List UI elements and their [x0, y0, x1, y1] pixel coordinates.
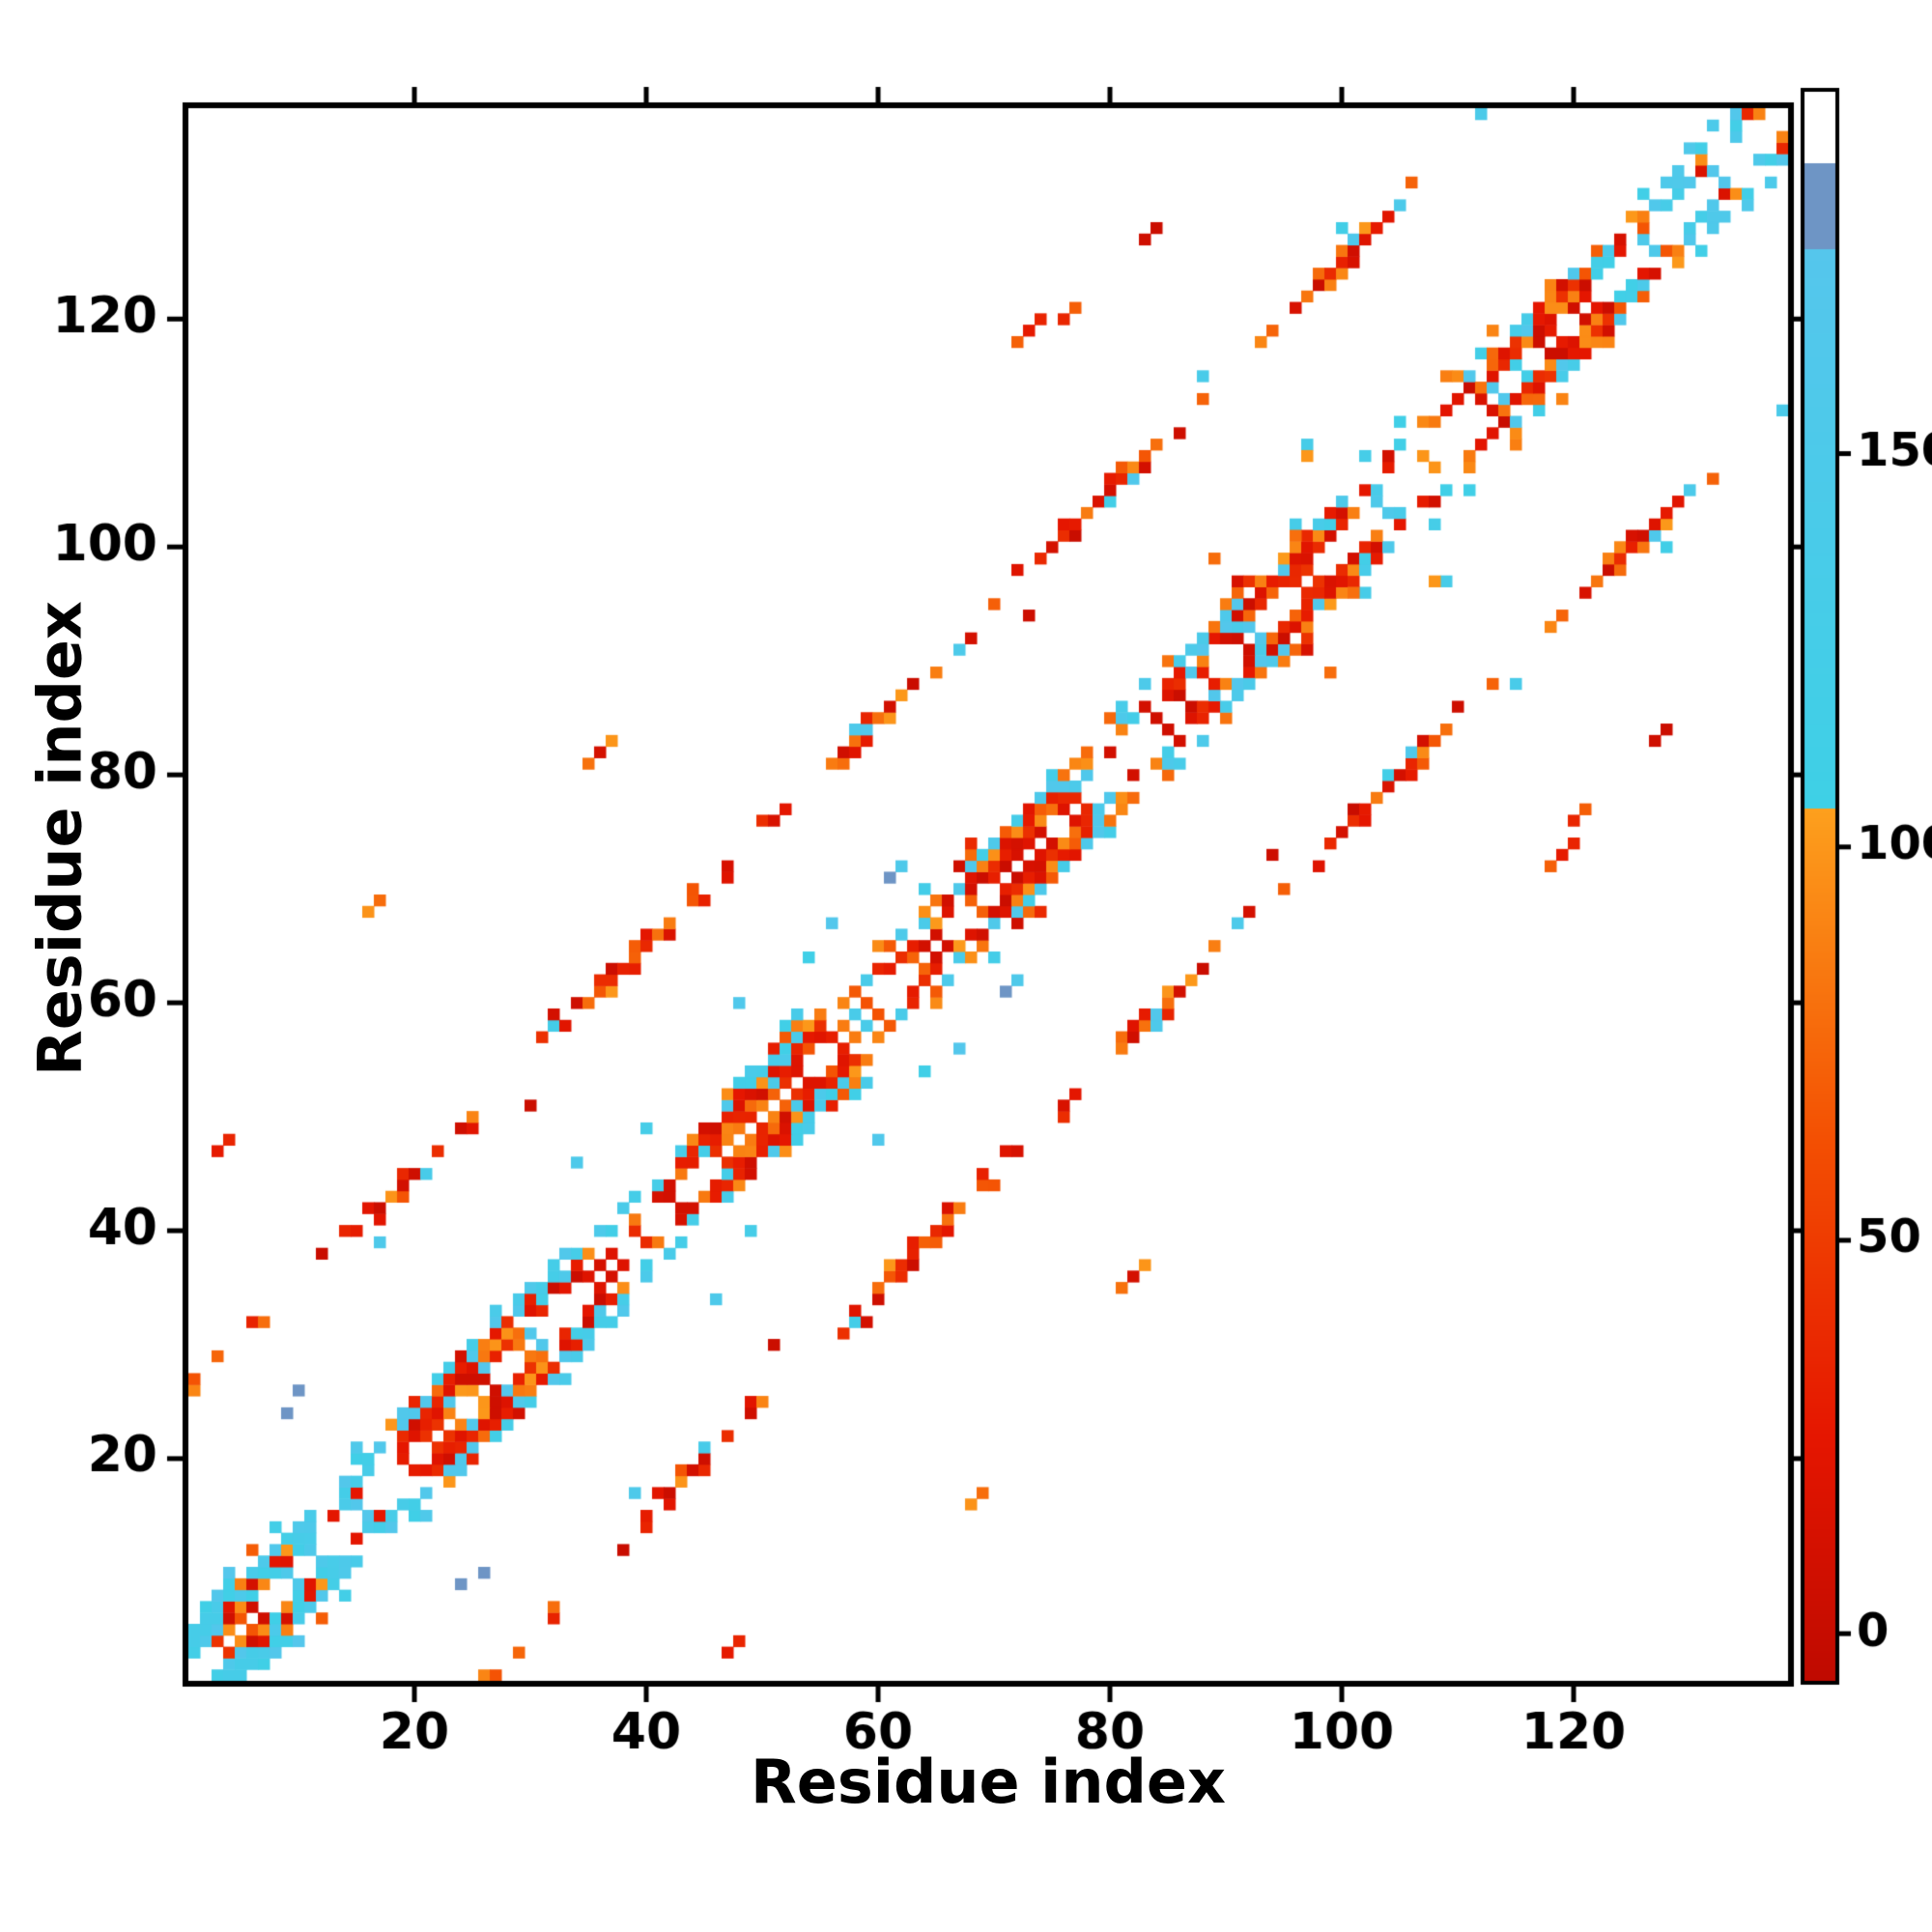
x-axis-label: Residue index: [751, 1747, 1226, 1817]
y-axis-label: Residue index: [24, 601, 96, 1076]
